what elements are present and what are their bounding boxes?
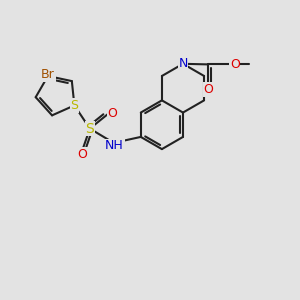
Text: S: S [85,122,94,136]
Text: N: N [178,57,188,70]
Text: Br: Br [41,68,55,81]
Text: O: O [107,106,117,120]
Text: S: S [70,99,78,112]
Text: O: O [77,148,87,161]
Text: O: O [230,58,240,71]
Text: O: O [203,83,213,96]
Text: NH: NH [105,139,124,152]
